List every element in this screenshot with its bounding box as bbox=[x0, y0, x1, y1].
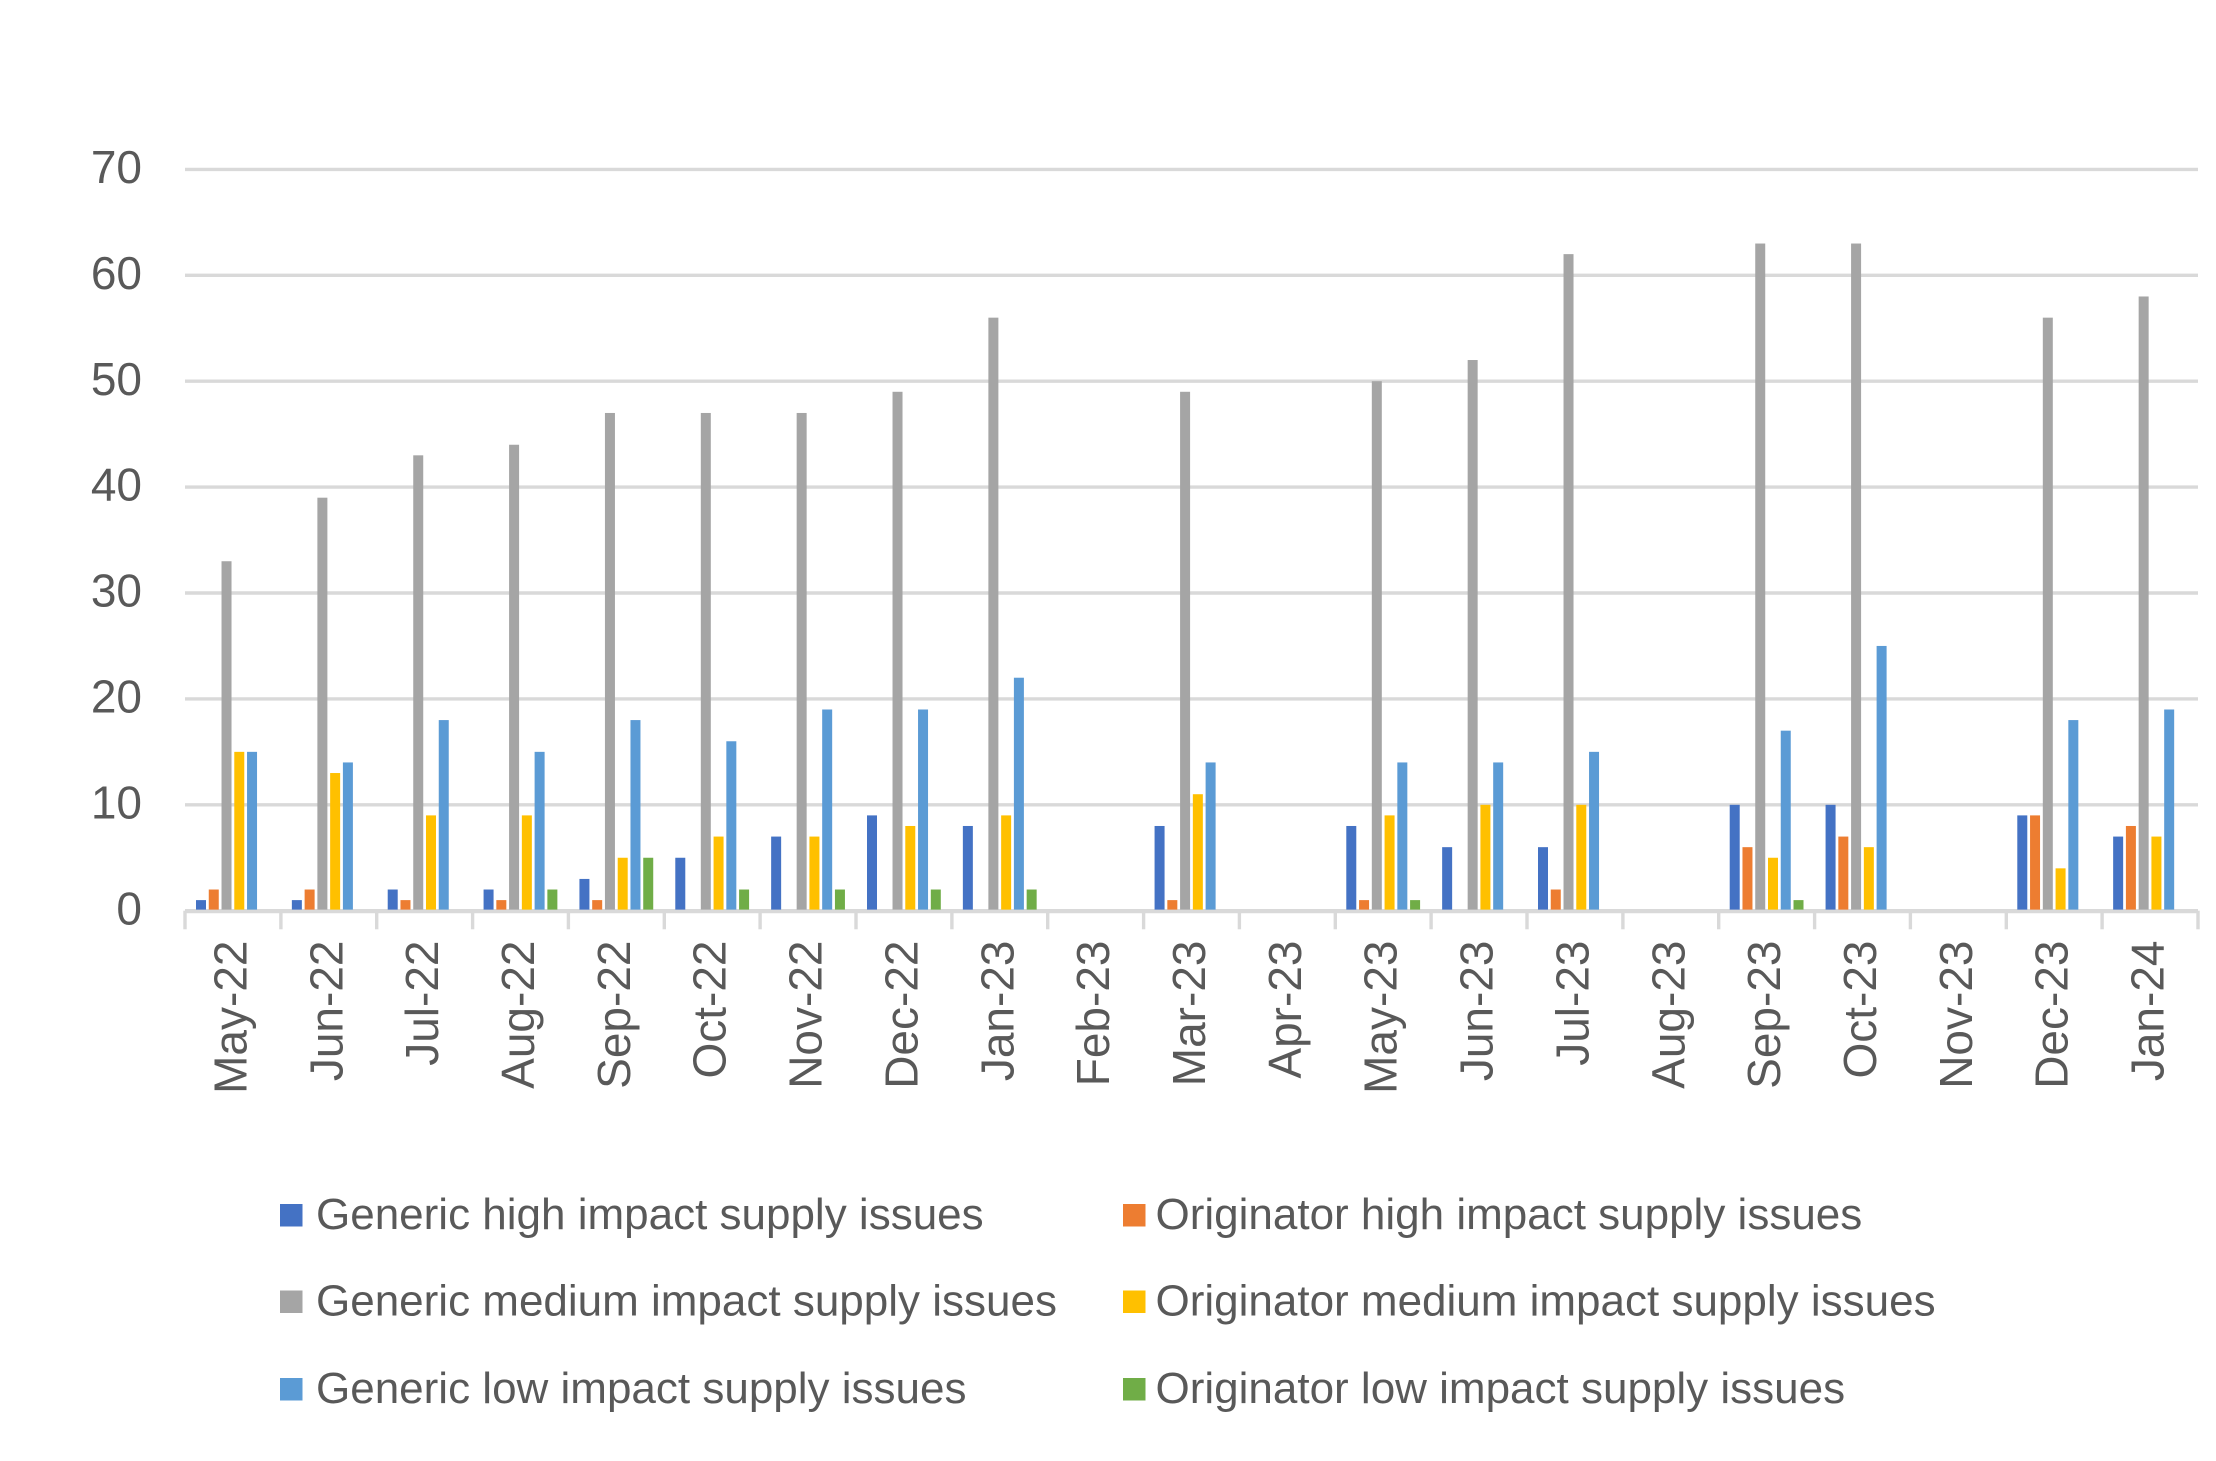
svg-text:Sep-23: Sep-23 bbox=[1738, 941, 1790, 1089]
svg-text:Generic low impact supply issu: Generic low impact supply issues bbox=[316, 1364, 966, 1413]
svg-text:Dec-22: Dec-22 bbox=[875, 941, 927, 1089]
svg-text:70: 70 bbox=[91, 141, 142, 193]
svg-text:Originator medium impact suppl: Originator medium impact supply issues bbox=[1156, 1277, 1936, 1326]
svg-text:Nov-22: Nov-22 bbox=[780, 941, 832, 1089]
svg-text:May-23: May-23 bbox=[1355, 941, 1407, 1094]
svg-text:Jun-23: Jun-23 bbox=[1451, 941, 1503, 1082]
svg-text:Apr-23: Apr-23 bbox=[1259, 941, 1311, 1079]
svg-text:Feb-23: Feb-23 bbox=[1067, 941, 1119, 1087]
svg-text:30: 30 bbox=[91, 565, 142, 617]
svg-text:Jan-24: Jan-24 bbox=[2122, 941, 2174, 1082]
svg-text:Jan-23: Jan-23 bbox=[971, 941, 1023, 1082]
svg-text:Aug-23: Aug-23 bbox=[1642, 941, 1694, 1089]
svg-text:Oct-22: Oct-22 bbox=[684, 941, 736, 1079]
svg-text:60: 60 bbox=[91, 247, 142, 299]
svg-text:20: 20 bbox=[91, 671, 142, 723]
svg-text:Aug-22: Aug-22 bbox=[492, 941, 544, 1089]
svg-text:Originator low impact supply i: Originator low impact supply issues bbox=[1156, 1364, 1846, 1413]
svg-text:Oct-23: Oct-23 bbox=[1834, 941, 1886, 1079]
svg-text:0: 0 bbox=[116, 882, 142, 934]
svg-text:Dec-23: Dec-23 bbox=[2026, 941, 2078, 1089]
svg-text:Jul-22: Jul-22 bbox=[396, 941, 448, 1066]
svg-text:40: 40 bbox=[91, 459, 142, 511]
svg-text:Generic high impact supply iss: Generic high impact supply issues bbox=[316, 1190, 984, 1239]
svg-text:Nov-23: Nov-23 bbox=[1930, 940, 1982, 1088]
svg-text:Jul-23: Jul-23 bbox=[1546, 941, 1598, 1066]
svg-text:Jun-22: Jun-22 bbox=[300, 941, 352, 1082]
svg-text:50: 50 bbox=[91, 353, 142, 405]
svg-text:Generic medium impact supply i: Generic medium impact supply issues bbox=[316, 1277, 1057, 1326]
svg-text:Sep-22: Sep-22 bbox=[588, 941, 640, 1089]
svg-text:10: 10 bbox=[91, 776, 142, 828]
svg-text:May-22: May-22 bbox=[204, 941, 256, 1094]
svg-text:Originator high impact supply: Originator high impact supply issues bbox=[1156, 1190, 1863, 1239]
svg-text:Mar-23: Mar-23 bbox=[1163, 941, 1215, 1087]
